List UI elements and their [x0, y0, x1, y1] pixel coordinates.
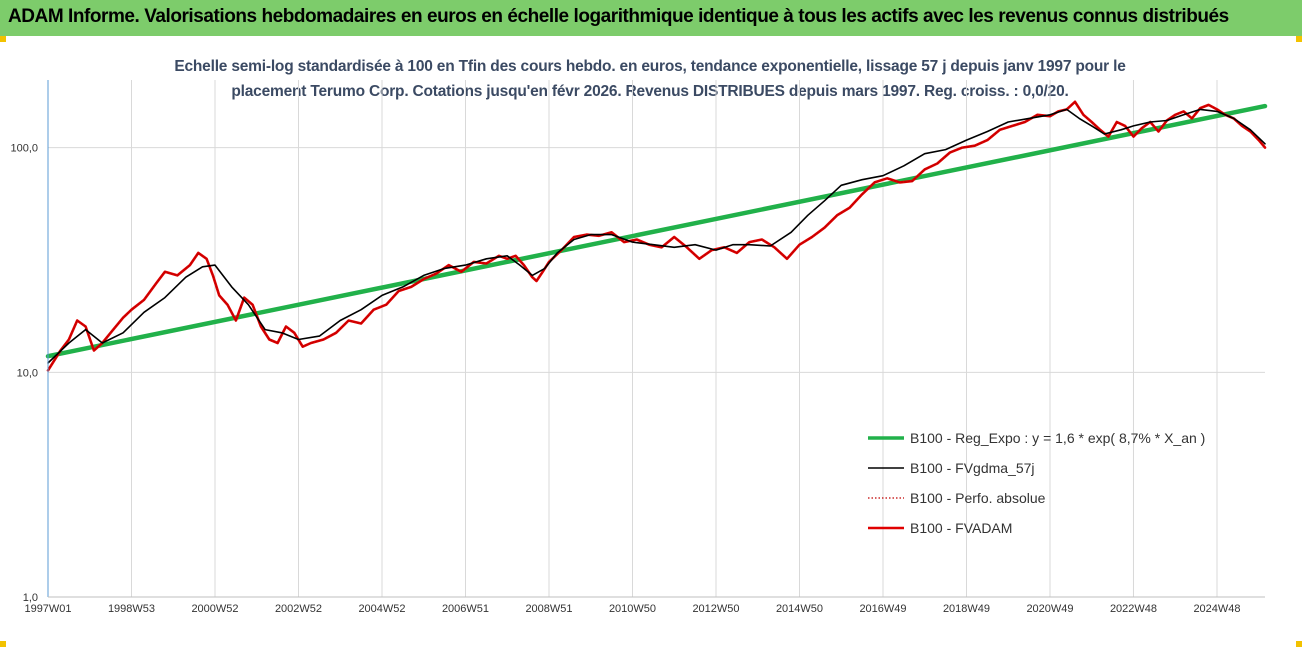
x-tick-label: 2002W52	[275, 603, 322, 615]
legend-label: B100 - Reg_Expo : y = 1,6 * exp( 8,7% * …	[910, 430, 1205, 446]
chart-subtitle-line-2: placement Terumo Corp. Cotations jusqu'e…	[231, 83, 1069, 100]
x-tick-label: 2008W51	[525, 603, 572, 615]
legend-label: B100 - FVADAM	[910, 520, 1012, 536]
corner-marker-top-left	[0, 36, 6, 42]
report-header: ADAM Informe. Valorisations hebdomadaire…	[0, 0, 1302, 36]
x-tick-label: 1997W01	[24, 603, 71, 615]
chart-subtitle-line-1: Echelle semi-log standardisée à 100 en T…	[174, 58, 1126, 75]
series-line-reg-expo	[45, 103, 1268, 359]
x-tick-label: 2000W52	[191, 603, 238, 615]
legend-label: B100 - Perfo. absolue	[910, 490, 1046, 506]
legend-label: B100 - FVgdma_57j	[910, 460, 1035, 476]
x-tick-label: 2024W48	[1193, 603, 1240, 615]
x-tick-label: 2022W48	[1110, 603, 1157, 615]
y-tick-label: 10,0	[17, 367, 38, 379]
x-tick-label: 1998W53	[108, 603, 155, 615]
series-layer	[45, 100, 1268, 372]
axis-layer: 1997W01 1998W53 2000W52 2002W52 2004W52 2006W…	[10, 80, 1265, 615]
x-tick-label: 2014W50	[776, 603, 823, 615]
corner-marker-top-right	[1296, 36, 1302, 42]
x-tick-label: 2020W49	[1026, 603, 1073, 615]
corner-marker-bottom-right	[1296, 641, 1302, 647]
corner-marker-bottom-left	[0, 641, 6, 647]
x-tick-label: 2010W50	[609, 603, 656, 615]
chart-subtitle: Echelle semi-log standardisée à 100 en T…	[120, 54, 1180, 104]
x-tick-label: 2004W52	[358, 603, 405, 615]
grid-layer	[47, 80, 1265, 598]
x-tick-label: 2018W49	[943, 603, 990, 615]
report-title: ADAM Informe. Valorisations hebdomadaire…	[8, 6, 1229, 27]
series-line-fvgdma-57j	[47, 108, 1266, 364]
x-tick-label: 2012W50	[692, 603, 739, 615]
legend: B100 - Reg_Expo : y = 1,6 * exp( 8,7% * …	[868, 430, 1205, 536]
y-tick-label: 1,0	[23, 592, 38, 604]
x-tick-label: 2006W51	[442, 603, 489, 615]
y-tick-label: 100,0	[10, 143, 38, 155]
x-tick-label: 2016W49	[859, 603, 906, 615]
